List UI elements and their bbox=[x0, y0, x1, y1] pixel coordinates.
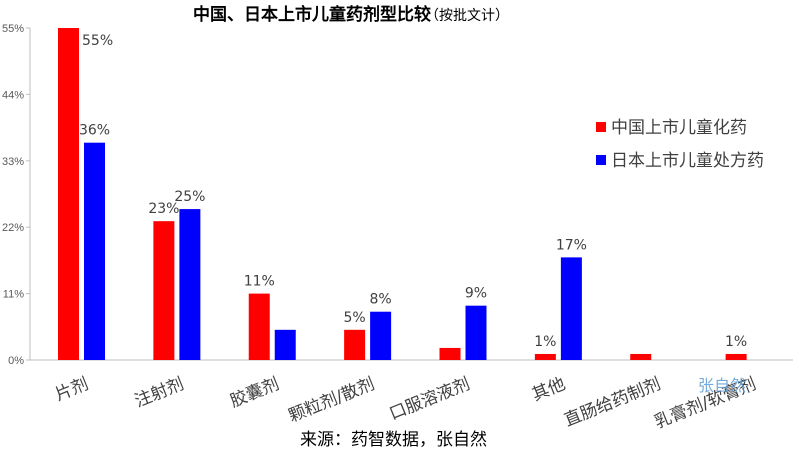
data-labels: 55% 36% 23%25% 11% 5%8% 9% 1% 17% 1% bbox=[79, 33, 747, 350]
data-label: 17% bbox=[556, 237, 587, 253]
data-label: 8% bbox=[370, 292, 392, 308]
data-label: 9% bbox=[465, 286, 487, 302]
category-label: 片剂 bbox=[52, 374, 91, 405]
data-label: 36% bbox=[79, 123, 110, 139]
category-label: 胶囊剂 bbox=[227, 374, 282, 412]
data-label: 1% bbox=[534, 334, 556, 350]
y-tick-label: 55% bbox=[2, 23, 24, 35]
bar-china bbox=[725, 353, 747, 360]
watermark: 张自然 bbox=[698, 376, 746, 395]
bar-china bbox=[344, 329, 366, 360]
data-label: 1% bbox=[725, 334, 747, 350]
y-tick-label: 11% bbox=[3, 289, 24, 301]
bar-japan bbox=[84, 142, 105, 360]
chart-subtitle: （按批文计） bbox=[425, 8, 509, 24]
y-tick-label: 22% bbox=[2, 222, 24, 234]
chart-title: 中国、日本上市儿童药剂型比较 bbox=[193, 4, 431, 25]
category-label: 口服溶液剂 bbox=[387, 374, 473, 424]
bar-japan bbox=[465, 305, 487, 360]
bar-china bbox=[439, 347, 461, 360]
y-tick-label: 44% bbox=[2, 89, 24, 101]
data-label: 5% bbox=[344, 310, 366, 326]
category-label: 颗粒剂/散剂 bbox=[286, 374, 378, 427]
data-label: 11% bbox=[244, 274, 275, 290]
bar-china bbox=[58, 28, 79, 360]
bar-china bbox=[248, 293, 270, 360]
legend-swatch bbox=[596, 122, 606, 132]
legend-label: 日本上市儿童处方药 bbox=[611, 151, 764, 171]
category-label: 注射剂 bbox=[132, 374, 187, 412]
y-tick-label: 33% bbox=[2, 156, 24, 168]
y-tick-label: 0% bbox=[8, 355, 24, 367]
bar-china bbox=[153, 221, 175, 360]
bar-japan bbox=[560, 257, 582, 360]
axes: 0% 11% 22% 33% 44% 55% bbox=[2, 23, 793, 367]
bar-china bbox=[534, 353, 556, 360]
bars bbox=[58, 28, 747, 360]
data-label: 23% bbox=[148, 201, 179, 217]
category-label: 其他 bbox=[529, 374, 568, 405]
legend-swatch bbox=[596, 155, 606, 165]
legend-label: 中国上市儿童化药 bbox=[611, 118, 747, 138]
bar-japan bbox=[274, 329, 296, 360]
source-note: 来源：药智数据，张自然 bbox=[300, 430, 487, 450]
data-label: 55% bbox=[82, 33, 113, 49]
bar-japan bbox=[179, 209, 201, 360]
bar-japan bbox=[370, 311, 392, 360]
bar-china bbox=[630, 353, 652, 360]
data-label: 25% bbox=[174, 189, 205, 205]
category-label: 直肠给药制剂 bbox=[562, 374, 664, 431]
